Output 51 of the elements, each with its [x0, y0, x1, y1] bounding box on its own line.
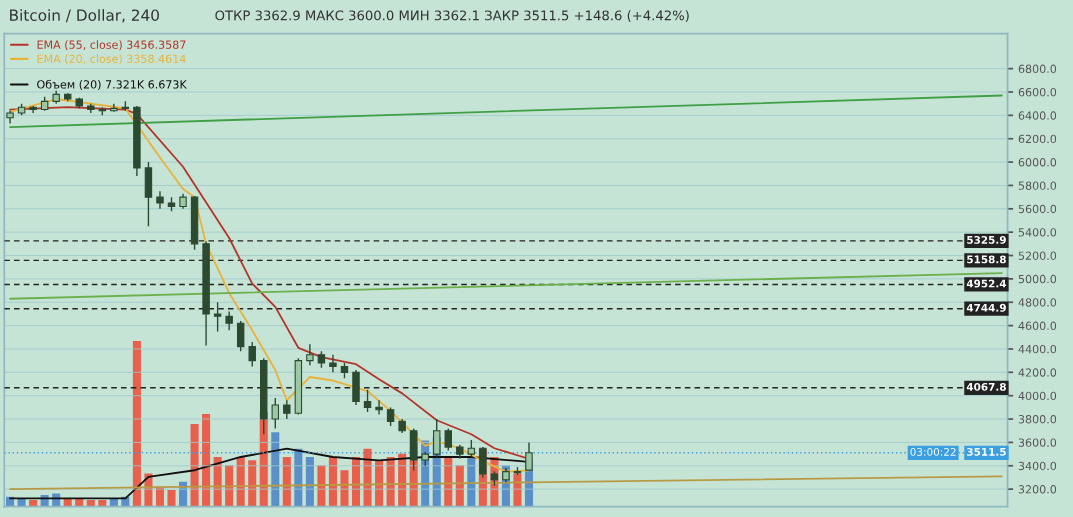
candlestick: [444, 427, 452, 452]
candlestick: [110, 102, 118, 113]
bar: [340, 470, 349, 507]
y-tick-label: 3400.0: [1018, 461, 1057, 471]
y-tick-label: 3600.0: [1018, 438, 1057, 447]
y-tick-label: 5400.0: [1018, 228, 1057, 237]
legend-label: Объем (20) 7.321K 6.673K: [37, 79, 188, 90]
y-tick-label: 4200.0: [1018, 368, 1057, 377]
candlestick: [236, 320, 245, 353]
y-tick-label: 6400.0: [1018, 111, 1057, 120]
y-tick-label: 6000.0: [1018, 158, 1057, 167]
candlestick: [213, 301, 222, 333]
ref-line-label: 5158.8: [967, 255, 1006, 264]
y-tick-label: 6600.0: [1018, 87, 1057, 97]
bar: [167, 490, 176, 507]
y-tick-label: 4600.0: [1018, 321, 1057, 330]
legend-label: EMA (20, close) 3358.4614: [37, 54, 186, 65]
bar: [282, 456, 291, 507]
y-tick-label: 5200.0: [1018, 251, 1057, 260]
candlestick: [306, 343, 314, 367]
candlestick: [329, 354, 337, 374]
y-tick-label: 6800.0: [1018, 64, 1057, 74]
y-tick-label: 5600.0: [1018, 204, 1057, 214]
bar: [29, 500, 38, 507]
y-tick-label: 4000.0: [1018, 391, 1057, 401]
ref-line-label: 4744.9: [966, 303, 1006, 312]
ref-line-label: 4952.4: [966, 279, 1007, 288]
bar: [86, 500, 95, 507]
annotation: 03:00:22: [910, 447, 956, 456]
y-tick-label: 4400.0: [1018, 344, 1057, 354]
ref-line-label: 5325.9: [967, 235, 1006, 244]
y-tick-label: 4800.0: [1018, 298, 1057, 307]
candlestick: [271, 397, 280, 430]
legend-label: EMA (55, close) 3456.3587: [37, 40, 186, 51]
candlestick: [363, 389, 372, 413]
bar: [132, 341, 141, 507]
ref-line-label: 4067.8: [966, 382, 1006, 391]
candlestick: [225, 310, 233, 331]
candlestick: [248, 341, 256, 368]
y-tick-label: 5000.0: [1018, 274, 1057, 284]
chart-title: Bitcoin / Dollar, 240: [10, 9, 159, 23]
bar: [98, 500, 107, 507]
candlestick: [386, 406, 395, 427]
y-tick-label: 5800.0: [1018, 181, 1057, 190]
candlestick: [375, 399, 383, 416]
ref-line-label: 3511.5: [967, 447, 1006, 456]
chart-subtitle: ОТКР 3362.9 МАКС 3600.0 МИН 3362.1 ЗАКР 3511.5 +148.6 (+4.42%): [215, 10, 689, 22]
y-tick-label: 3200.0: [1018, 485, 1057, 494]
y-tick-label: 6200.0: [1018, 134, 1057, 144]
candlestick: [283, 399, 291, 420]
y-tick-label: 3800.0: [1018, 415, 1057, 424]
